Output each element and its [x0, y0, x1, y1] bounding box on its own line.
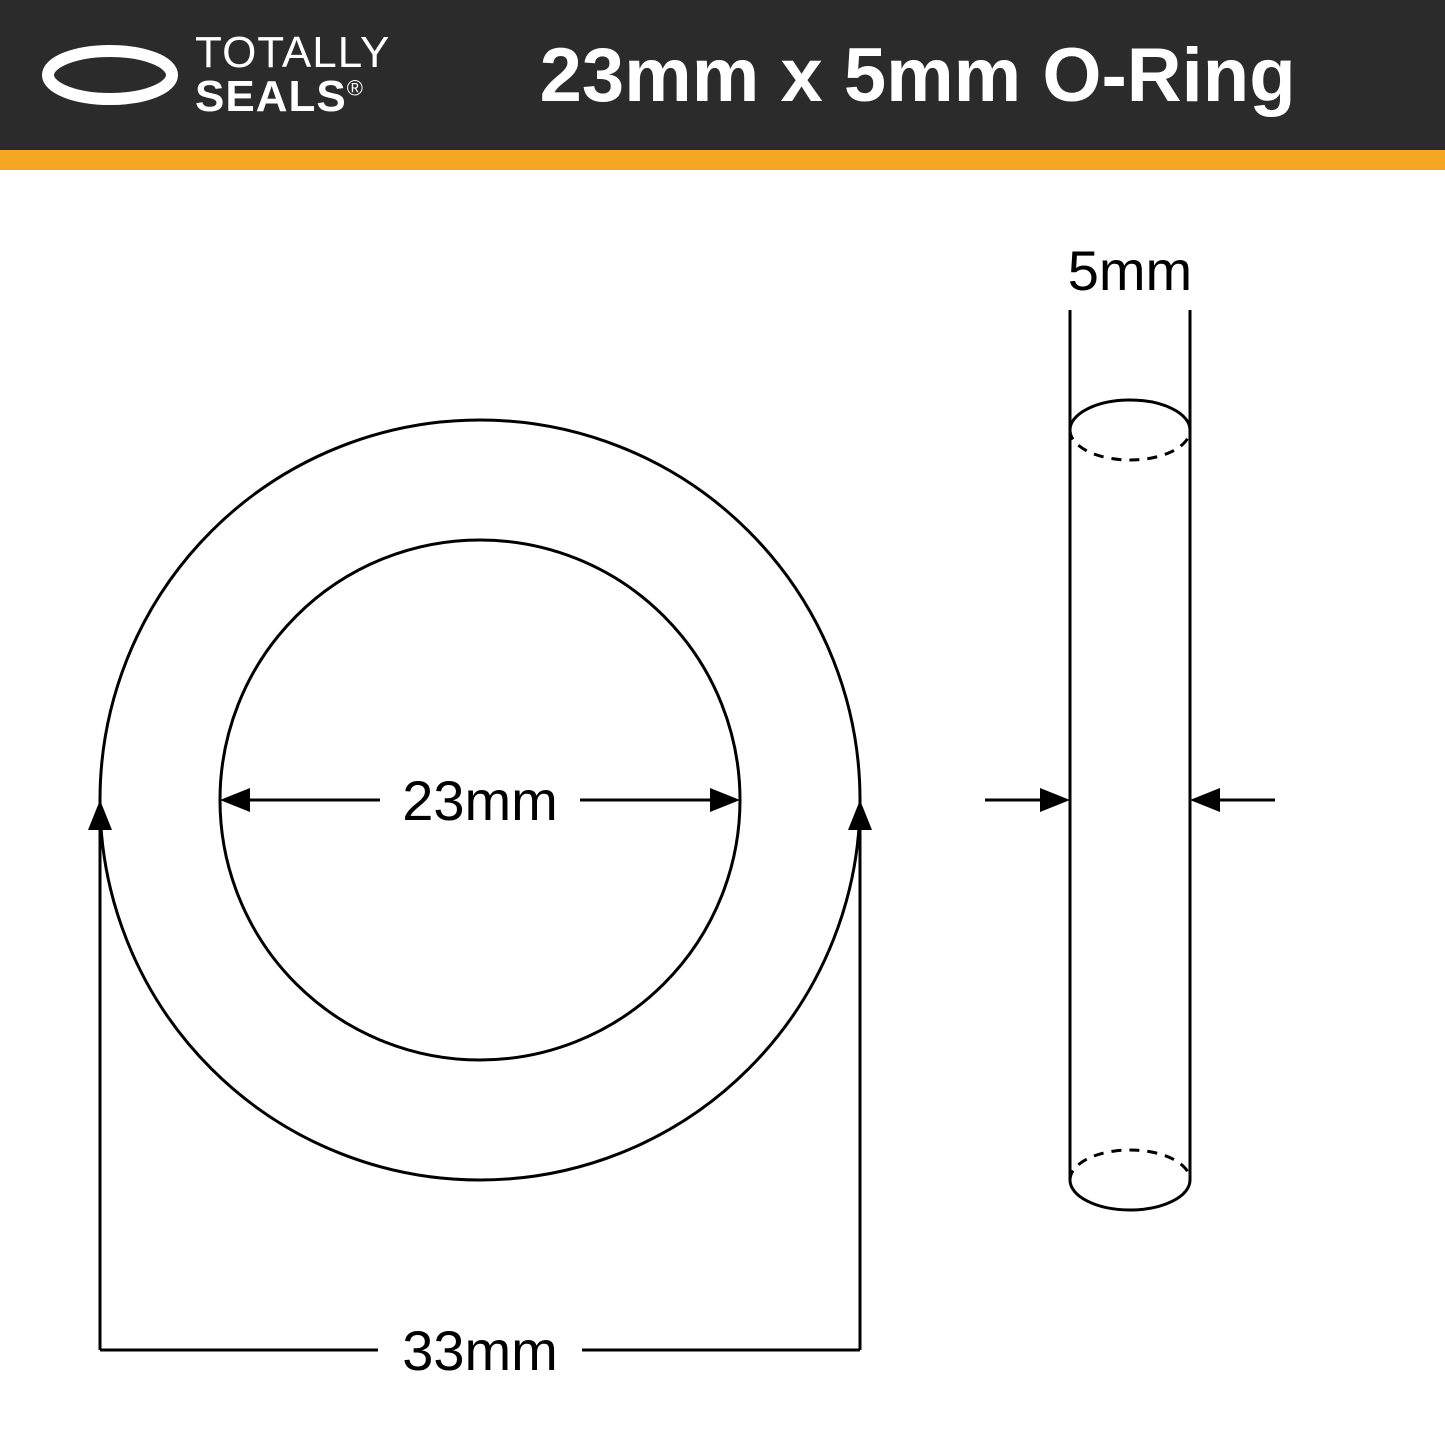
cross-section-label: 5mm	[1068, 239, 1192, 302]
cs-arrow-left-icon	[1040, 788, 1070, 812]
arrow-right-icon	[710, 788, 740, 812]
outer-diameter-dimension: 33mm	[88, 800, 872, 1390]
brand-line1: TOTALLY	[195, 28, 390, 77]
side-top-back	[1070, 430, 1190, 460]
header: TOTALLY SEALS® 23mm x 5mm O-Ring	[0, 0, 1445, 150]
diagram-area: 23mm 33mm 5mm	[0, 170, 1445, 1445]
side-bottom-back	[1070, 1150, 1190, 1180]
arrow-left-icon	[220, 788, 250, 812]
arrow-up-left-icon	[88, 800, 112, 830]
side-view	[1070, 400, 1190, 1210]
cross-section-dimension: 5mm	[985, 239, 1275, 812]
brand-text: TOTALLY SEALS®	[195, 31, 390, 119]
brand-registered: ®	[347, 75, 364, 100]
side-bottom-front	[1070, 1180, 1190, 1210]
outer-diameter-label: 33mm	[402, 1319, 558, 1382]
accent-bar	[0, 150, 1445, 170]
brand-logo: TOTALLY SEALS®	[40, 31, 390, 119]
product-title: 23mm x 5mm O-Ring	[430, 32, 1405, 119]
arrow-up-right-icon	[848, 800, 872, 830]
technical-diagram: 23mm 33mm 5mm	[0, 170, 1445, 1445]
inner-diameter-dimension: 23mm	[220, 760, 740, 840]
cs-arrow-right-icon	[1190, 788, 1220, 812]
side-top-front	[1070, 400, 1190, 430]
inner-diameter-label: 23mm	[402, 769, 558, 832]
oring-logo-icon	[40, 40, 180, 110]
brand-line2: SEALS	[195, 72, 347, 121]
